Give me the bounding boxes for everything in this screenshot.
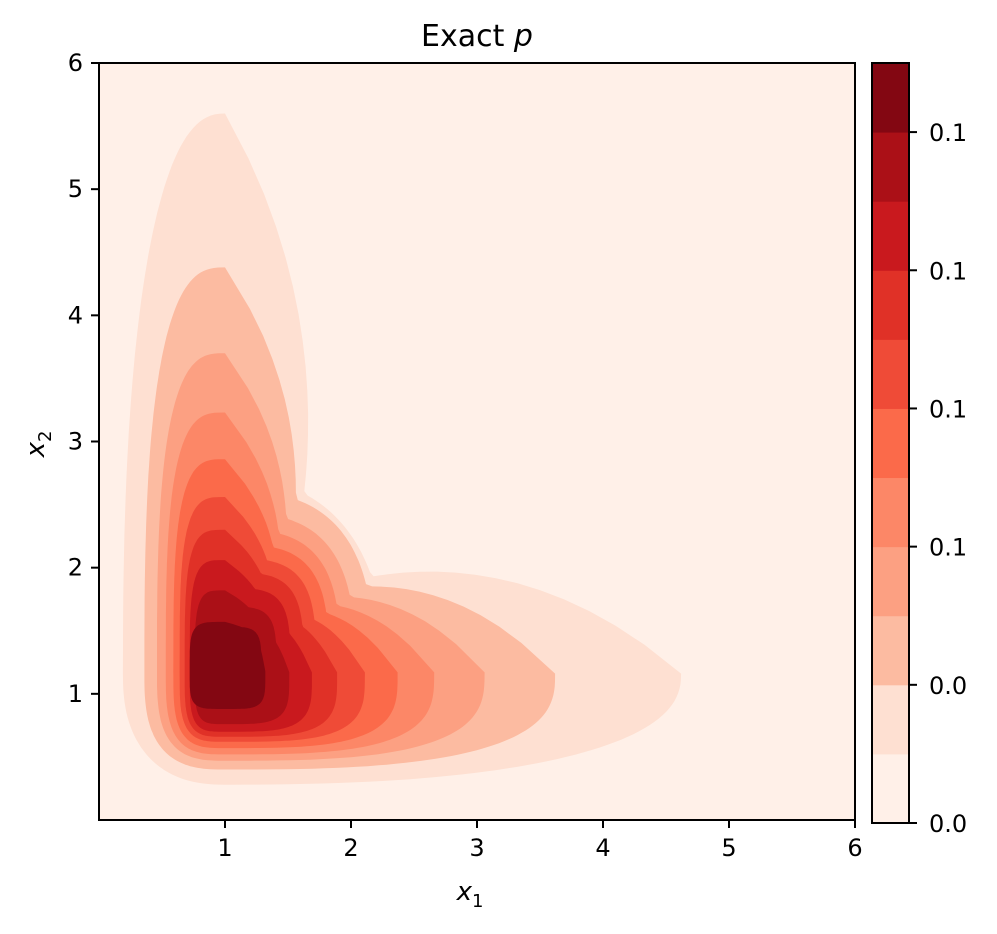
colorbar-band-5: [872, 408, 909, 479]
chart-title-var: p: [513, 19, 533, 54]
chart-title-prefix: Exact: [421, 19, 514, 54]
colorbar-frame: [871, 62, 910, 824]
colorbar-band-8: [872, 201, 909, 271]
x-tick-label: 3: [469, 834, 484, 862]
x-tick-label: 6: [847, 834, 862, 862]
colorbar-band-4: [872, 477, 909, 548]
plot-area: [99, 63, 855, 820]
x-tick-label: 2: [343, 834, 358, 862]
colorbar-band-2: [872, 615, 909, 686]
y-axis-label: x2: [21, 431, 56, 459]
colorbar-band-3: [872, 546, 909, 617]
x-axis-label: x1: [456, 877, 484, 912]
colorbar-tick-label: 0.1: [929, 395, 967, 423]
x-tick-label: 1: [217, 834, 232, 862]
colorbar-band-9: [872, 132, 909, 202]
x-tick-label: 4: [595, 834, 610, 862]
colorbar-band-6: [872, 339, 909, 409]
y-tick-label: 4: [68, 301, 83, 329]
colorbar: [872, 63, 909, 824]
y-tick-label: 2: [68, 554, 83, 582]
y-tick-label: 1: [68, 680, 83, 708]
colorbar-tick-label: 0.0: [929, 672, 967, 700]
y-axis-ticks: 1 2 3 4 5 6: [68, 49, 99, 708]
x-axis-label-sub: 1: [472, 891, 483, 912]
y-tick-label: 3: [68, 428, 83, 456]
contour-level-10: [189, 621, 266, 709]
colorbar-band-0: [872, 753, 909, 824]
x-axis-label-var: x: [456, 877, 473, 907]
colorbar-tick-label: 0.1: [929, 534, 967, 562]
contour-fills: [122, 113, 682, 785]
colorbar-tick-label: 0.1: [929, 119, 967, 147]
chart-title: Exact p: [421, 19, 533, 54]
colorbar-band-1: [872, 684, 909, 755]
y-axis-label-sub: 2: [35, 431, 56, 442]
colorbar-band-10: [872, 63, 909, 133]
y-tick-label: 5: [68, 175, 83, 203]
y-axis-label-var: x: [21, 441, 51, 458]
x-tick-label: 5: [721, 834, 736, 862]
x-axis-ticks: 1 2 3 4 5 6: [217, 820, 863, 862]
y-tick-label: 6: [68, 49, 83, 77]
colorbar-tick-label: 0.0: [929, 810, 967, 838]
colorbar-tick-label: 0.1: [929, 257, 967, 285]
colorbar-ticks: 0.0 0.0 0.1 0.1 0.1 0.1: [909, 119, 967, 838]
colorbar-band-7: [872, 270, 909, 340]
